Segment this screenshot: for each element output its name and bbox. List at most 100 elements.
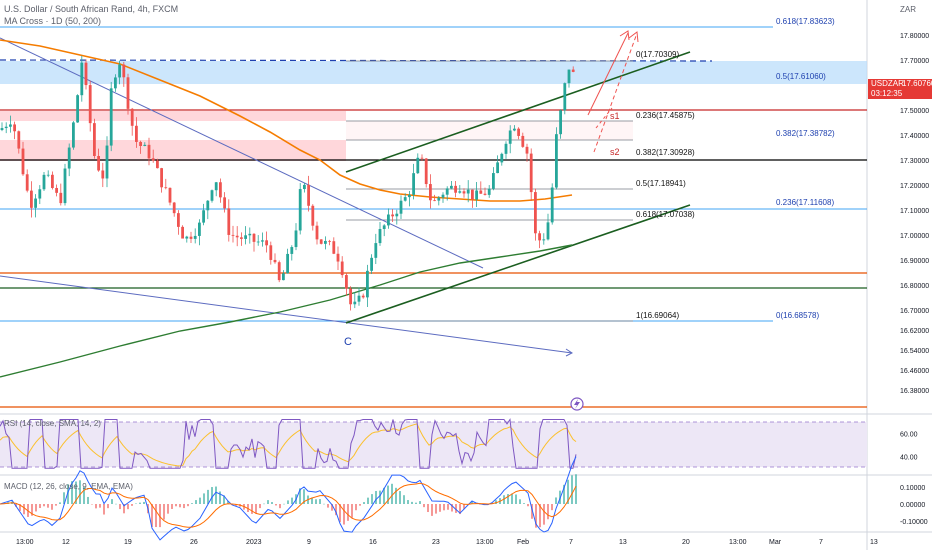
macd-hist-bar	[363, 502, 365, 504]
time-tick-label: 23	[432, 539, 440, 546]
macd-hist-bar	[407, 500, 409, 504]
macd-hist-bar	[375, 490, 377, 504]
candle-body	[126, 77, 130, 109]
macd-hist-bar	[179, 504, 181, 508]
macd-hist-bar	[527, 504, 529, 507]
macd-hist-bar	[435, 504, 437, 514]
macd-hist-bar	[211, 487, 213, 504]
macd-hist-bar	[259, 504, 261, 509]
macd-hist-bar	[443, 504, 445, 511]
candle-body	[282, 273, 285, 281]
candle-body	[193, 235, 197, 239]
macd-hist-bar	[371, 494, 373, 504]
candle-body	[156, 160, 159, 169]
candle-body	[370, 257, 373, 271]
macd-hist-bar	[283, 503, 285, 505]
candle-body	[265, 240, 268, 246]
macd-hist-bar	[267, 500, 269, 504]
fib-label-0382-inner: 0.382(17.30928)	[636, 148, 695, 157]
macd-hist-bar	[35, 504, 37, 512]
time-tick-label: 12	[62, 539, 70, 546]
candle-body	[143, 144, 147, 146]
macd-hist-bar	[495, 500, 497, 504]
macd-hist-bar	[139, 502, 141, 504]
candle-body	[84, 62, 88, 86]
macd-hist-bar	[535, 504, 537, 528]
lower-descending-line	[0, 275, 573, 354]
candle-body	[55, 187, 58, 193]
macd-hist-bar	[411, 501, 413, 504]
candle-body	[349, 288, 352, 305]
candle-body	[130, 108, 134, 126]
macd-histogram	[0, 474, 577, 528]
candle-body	[198, 222, 201, 236]
candle-body	[181, 226, 184, 239]
candle-body	[462, 191, 466, 194]
macd-hist-bar	[23, 504, 25, 515]
candle-body	[496, 162, 499, 174]
price-tick-label: 17.80000	[900, 33, 929, 40]
macd-hist-bar	[355, 504, 357, 511]
candle-body	[437, 197, 441, 201]
time-tick-label: 16	[369, 539, 377, 546]
macd-hist-bar	[19, 504, 21, 511]
time-tick-label: 26	[190, 539, 198, 546]
rsi-sma-line	[0, 423, 577, 467]
candle-body	[387, 214, 390, 226]
candle-body	[88, 85, 92, 124]
symbol-title[interactable]: U.S. Dollar / South African Rand, 4h, FX…	[4, 4, 179, 14]
fib-label-05-inner: 0.5(17.18941)	[636, 179, 686, 188]
fib-label-1-inner: 1(16.69064)	[636, 311, 679, 320]
price-tick-label: 16.70000	[900, 308, 929, 315]
candle-body	[445, 188, 449, 195]
macd-hist-bar	[171, 504, 173, 509]
fib-label-0236-inner: 0.236(17.45875)	[636, 111, 695, 120]
macd-hist-bar	[227, 501, 229, 504]
candle-body	[454, 185, 457, 193]
candle-body	[374, 243, 378, 258]
macd-hist-bar	[291, 497, 293, 504]
macd-hist-bar	[63, 492, 65, 504]
macd-hist-bar	[163, 504, 165, 520]
pink-zone-lower	[0, 140, 346, 161]
macd-hist-bar	[123, 504, 125, 514]
macd-hist-bar	[151, 504, 153, 527]
candle-body	[546, 222, 550, 240]
candle-body	[109, 88, 113, 146]
candle-body	[504, 143, 508, 154]
candle-body	[542, 239, 546, 241]
candle-body	[219, 182, 222, 198]
candle-body	[185, 236, 189, 239]
candle-body	[114, 77, 117, 89]
macd-hist-bar	[215, 486, 217, 504]
macd-hist-bar	[55, 504, 57, 506]
price-tick-label: 17.70000	[900, 58, 929, 65]
currency-label: ZAR	[900, 5, 916, 14]
candle-body	[332, 241, 336, 254]
fib-label-05-outer: 0.5(17.61060)	[776, 72, 826, 81]
candle-body	[500, 153, 504, 163]
macd-hist-bar	[95, 504, 97, 509]
rsi-tick-label: 60.00	[900, 431, 918, 438]
macd-hist-bar	[331, 504, 333, 511]
pink-zone-right	[346, 121, 633, 140]
candle-body	[538, 233, 541, 241]
candle-body	[479, 190, 483, 194]
candle-body	[248, 233, 252, 236]
macd-hist-bar	[463, 504, 465, 509]
macd-hist-bar	[71, 481, 73, 504]
ma-cross-legend[interactable]: MA Cross · 1D (50, 200)	[4, 16, 102, 26]
candle-body	[492, 173, 495, 189]
macd-hist-bar	[387, 485, 389, 504]
lightning-icon	[574, 399, 580, 409]
fib-label-0618-inner: 0.618(17.07038)	[636, 210, 695, 219]
candle-body	[235, 235, 239, 238]
macd-hist-bar	[131, 504, 133, 506]
pink-zone-upper	[0, 111, 346, 121]
macd-hist-bar	[571, 475, 573, 504]
candle-body	[227, 208, 231, 235]
macd-hist-bar	[107, 504, 109, 509]
candle-body	[336, 253, 340, 262]
candle-body	[315, 225, 319, 240]
